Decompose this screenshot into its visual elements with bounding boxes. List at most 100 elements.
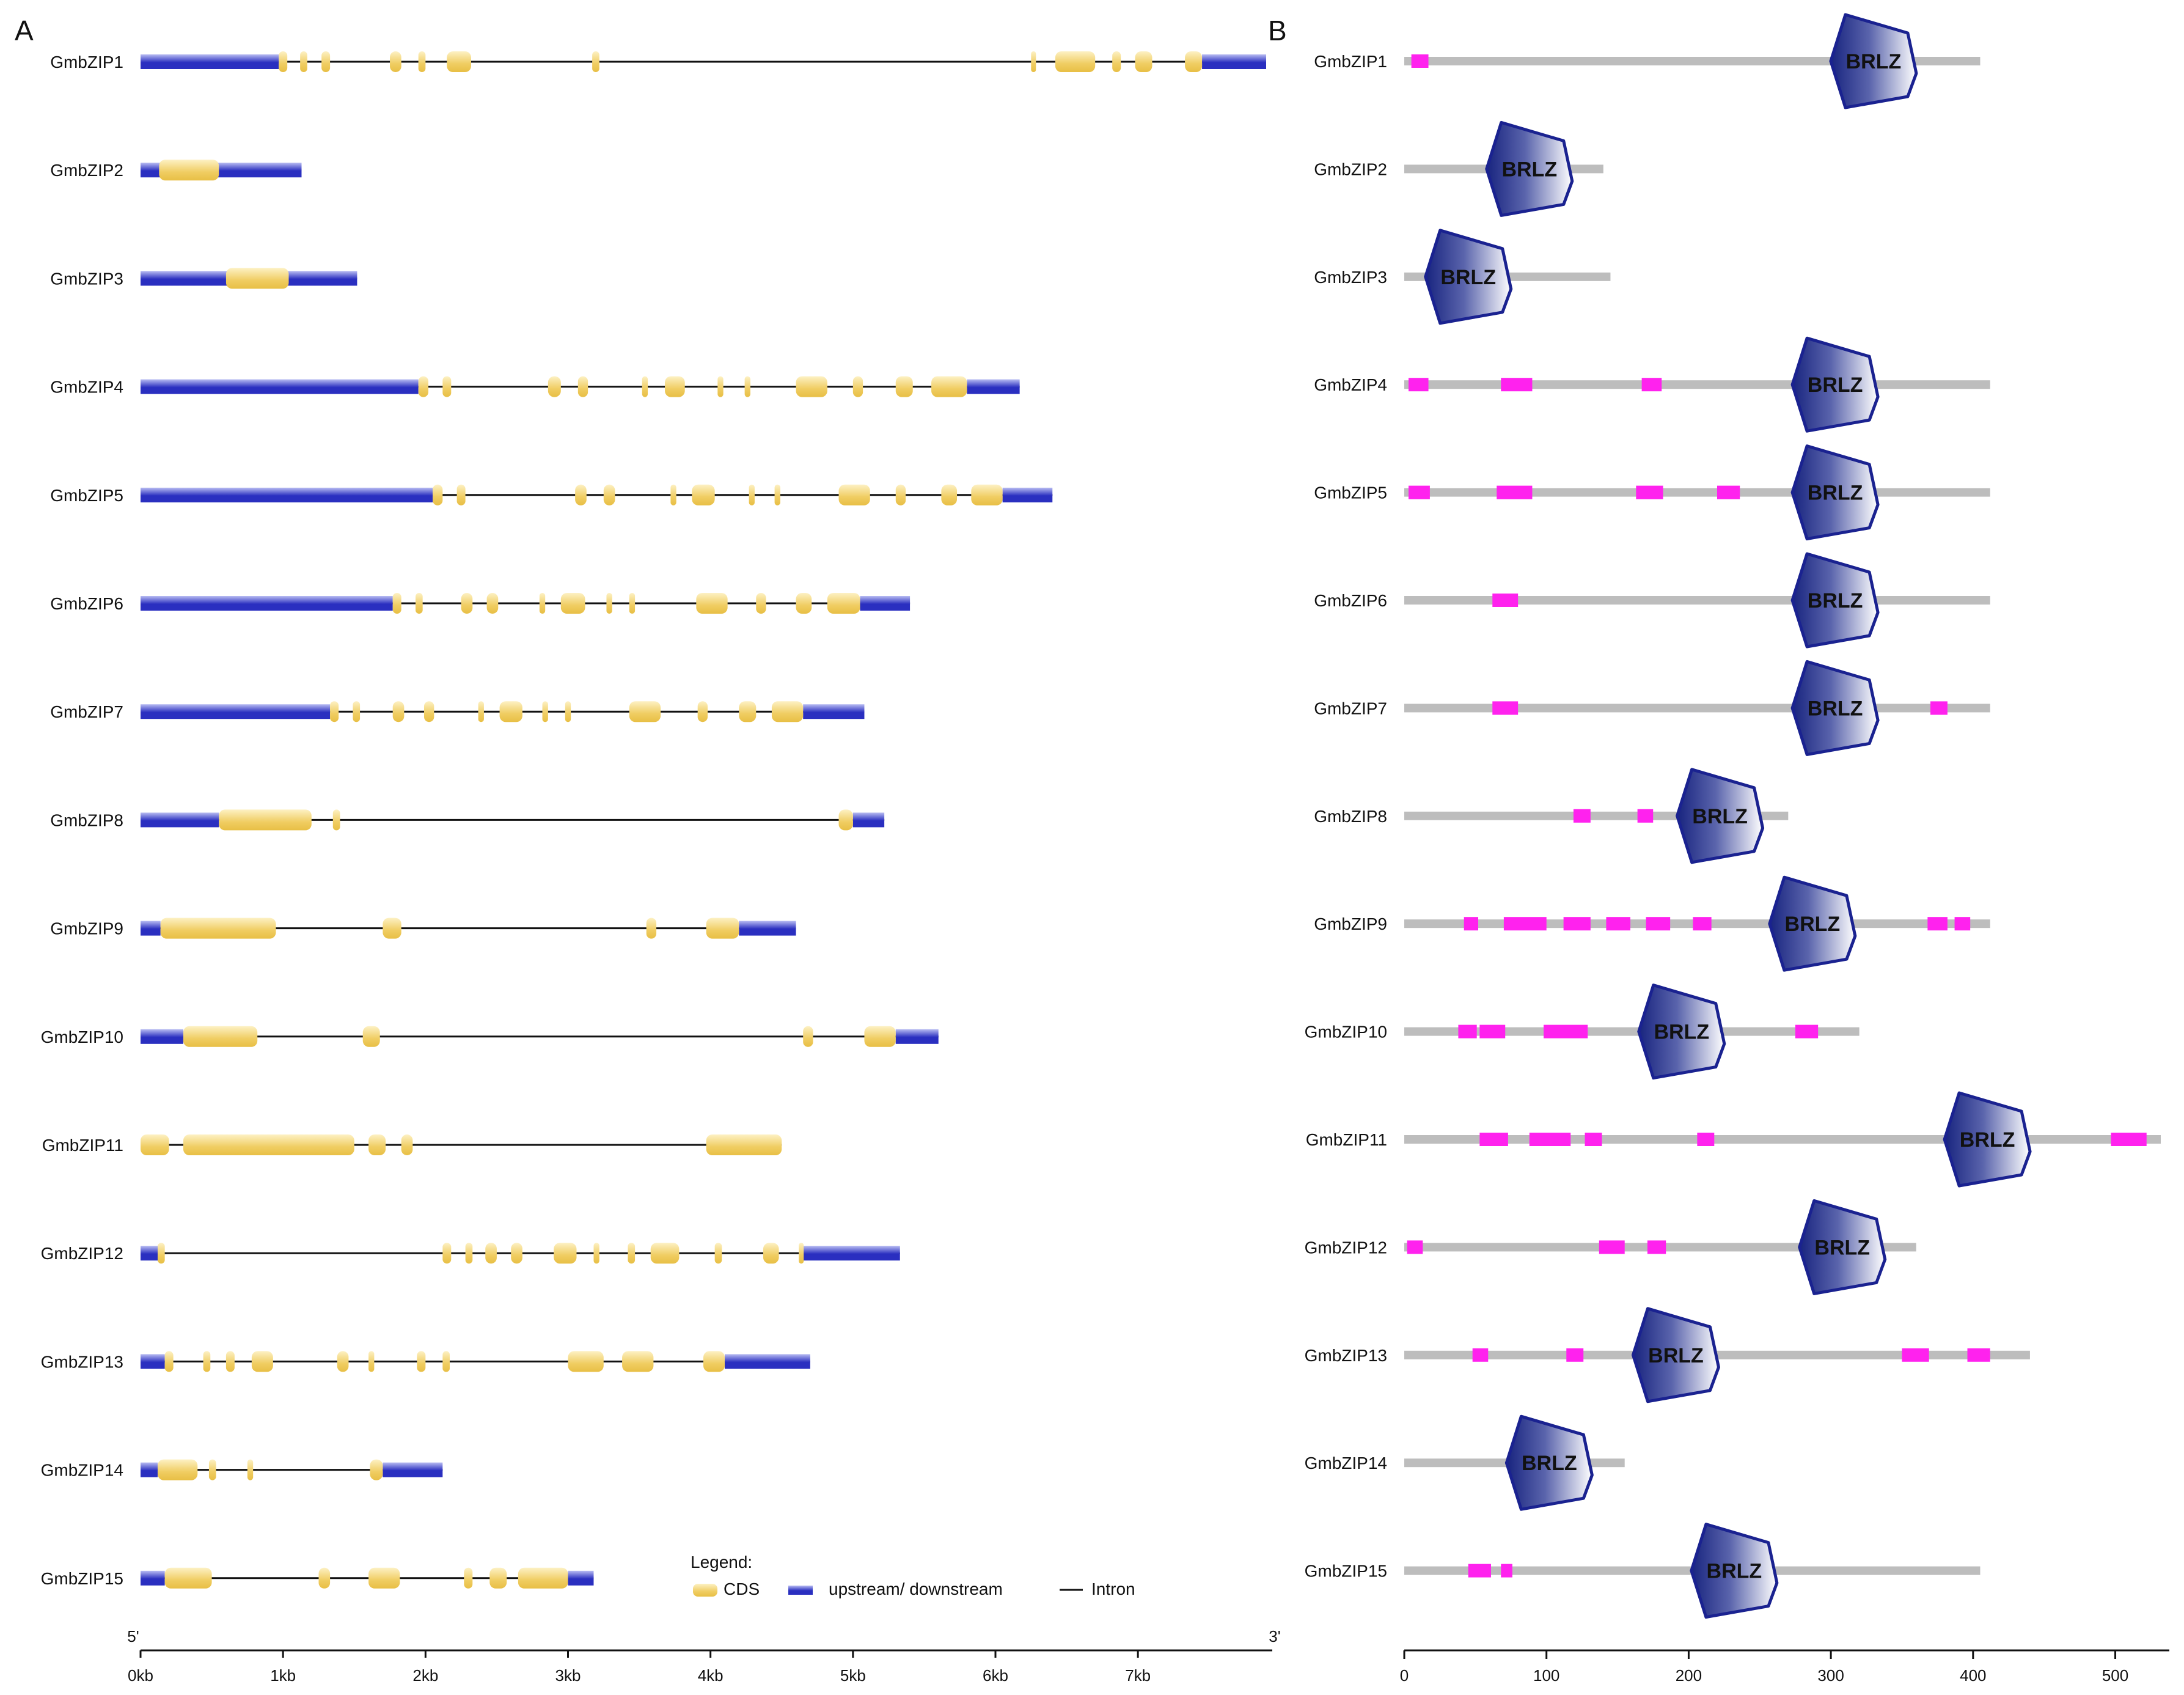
cds-exon <box>300 51 307 72</box>
cds-exon <box>565 701 571 722</box>
utr-segment <box>141 1354 165 1369</box>
utr-segment <box>1202 54 1266 69</box>
cds-exon <box>157 1243 165 1264</box>
aa-tick-label: 200 <box>1676 1666 1702 1685</box>
cds-exon <box>827 593 860 614</box>
brlz-domain-label: BRLZ <box>1785 913 1841 936</box>
motif-box <box>1544 1024 1588 1039</box>
brlz-domain-label: BRLZ <box>1707 1560 1762 1583</box>
cds-exon <box>370 1459 383 1480</box>
motif-box <box>1563 917 1591 931</box>
motif-box <box>1641 378 1662 392</box>
motif-box <box>2111 1133 2147 1146</box>
gene-row-gmbzip1: GmbZIP1 <box>50 51 1266 72</box>
cds-exon <box>577 376 588 397</box>
gene-row-gmbzip10: GmbZIP10 <box>41 1026 939 1047</box>
motif-box <box>1464 917 1479 931</box>
protein-row-gmbzip7: GmbZIP7 BRLZ <box>1314 660 1990 756</box>
protein-row-gmbzip1: GmbZIP1 BRLZ <box>1314 13 1981 109</box>
gene-row-gmbzip15: GmbZIP15 <box>41 1567 594 1589</box>
cds-exon <box>362 1026 380 1047</box>
cds-exon <box>971 484 1003 506</box>
motif-box <box>1717 485 1740 499</box>
gene-row-gmbzip9: GmbZIP9 <box>50 917 796 939</box>
gene-name-label: GmbZIP6 <box>50 594 123 613</box>
cds-exon <box>518 1567 568 1589</box>
utr-segment <box>1002 487 1053 502</box>
cds-exon <box>157 1459 198 1480</box>
brlz-domain-label: BRLZ <box>1522 1452 1577 1475</box>
cds-exon <box>183 1026 258 1047</box>
protein-name-label: GmbZIP10 <box>1305 1023 1387 1042</box>
protein-row-gmbzip11: GmbZIP11 BRLZ <box>1306 1091 2161 1188</box>
cds-exon <box>225 1351 235 1372</box>
brlz-domain-label: BRLZ <box>1814 1236 1870 1259</box>
brlz-domain-label: BRLZ <box>1808 482 1863 505</box>
cds-exon <box>461 593 473 614</box>
cds-exon <box>749 484 755 506</box>
motif-box <box>1795 1024 1819 1039</box>
brlz-domain-shape <box>1790 444 1880 541</box>
protein-row-gmbzip12: GmbZIP12 BRLZ <box>1305 1199 1916 1295</box>
protein-row-gmbzip4: GmbZIP4 BRLZ <box>1314 336 1990 433</box>
cds-exon <box>796 593 812 614</box>
brlz-domain-shape <box>1768 875 1857 972</box>
cds-exon <box>628 1243 636 1264</box>
cds-exon <box>941 484 958 506</box>
motif-box <box>1501 378 1533 392</box>
protein-name-label: GmbZIP15 <box>1305 1562 1387 1581</box>
gene-row-gmbzip12: GmbZIP12 <box>41 1243 900 1264</box>
brlz-domain-label: BRLZ <box>1501 158 1557 181</box>
cds-exon <box>442 376 452 397</box>
cds-exon <box>796 376 827 397</box>
cds-exon <box>1055 51 1096 72</box>
brlz-domain-shape <box>1424 229 1513 325</box>
cds-exon <box>160 917 276 939</box>
cds-exon <box>650 1243 680 1264</box>
cds-exon <box>1185 51 1203 72</box>
brlz-domain-label: BRLZ <box>1648 1344 1704 1367</box>
brlz-domain-label: BRLZ <box>1808 697 1863 720</box>
legend: Legend: CDS upstream/ downstream Intron <box>691 1553 1135 1598</box>
brlz-domain-shape <box>1631 1307 1720 1403</box>
utr-segment <box>967 379 1020 394</box>
utr-segment <box>803 704 865 719</box>
protein-backbone <box>1404 596 1990 605</box>
protein-backbone <box>1404 488 1990 497</box>
gene-name-label: GmbZIP9 <box>50 919 123 938</box>
kb-tick-label: 4kb <box>698 1666 724 1685</box>
cds-exon <box>321 51 331 72</box>
aa-tick-label: 100 <box>1533 1666 1559 1685</box>
gene-row-gmbzip8: GmbZIP8 <box>50 809 885 831</box>
motif-box <box>1472 1348 1489 1362</box>
cds-exon <box>456 484 466 506</box>
utr-segment <box>141 487 433 502</box>
motif-box <box>1408 378 1429 392</box>
kb-tick-label: 5kb <box>840 1666 866 1685</box>
utr-segment <box>568 1570 594 1586</box>
cds-exon <box>485 1243 497 1264</box>
gene-row-gmbzip2: GmbZIP2 <box>50 160 302 181</box>
motif-box <box>1408 485 1430 499</box>
cds-exon <box>670 484 676 506</box>
aa-tick-label: 0 <box>1400 1666 1409 1685</box>
brlz-domain-shape <box>1504 1414 1594 1511</box>
cds-exon <box>416 593 423 614</box>
cds-exon <box>744 376 750 397</box>
gene-name-label: GmbZIP14 <box>41 1461 123 1480</box>
cds-exon <box>1031 51 1036 72</box>
utr-segment <box>141 1462 158 1477</box>
gene-name-label: GmbZIP12 <box>41 1244 123 1263</box>
cds-exon <box>203 1351 211 1372</box>
gene-name-label: GmbZIP2 <box>50 161 123 180</box>
kb-tick-label: 6kb <box>983 1666 1008 1685</box>
protein-name-label: GmbZIP12 <box>1305 1238 1387 1257</box>
cds-exon <box>423 701 434 722</box>
panel-a-kb-axis: 0kb 1kb 2kb 3kb 4kb 5kb 6kb 7kb 5' 3' <box>127 1627 1280 1685</box>
kb-tick-label: 3kb <box>555 1666 581 1685</box>
cds-exon <box>593 1243 599 1264</box>
protein-name-label: GmbZIP11 <box>1306 1130 1387 1149</box>
cds-exon <box>478 701 484 722</box>
panel-a-gene-structures: GmbZIP1 GmbZIP2 GmbZIP3 GmbZIP4 GmbZIP5 GmbZI… <box>41 51 1266 1589</box>
